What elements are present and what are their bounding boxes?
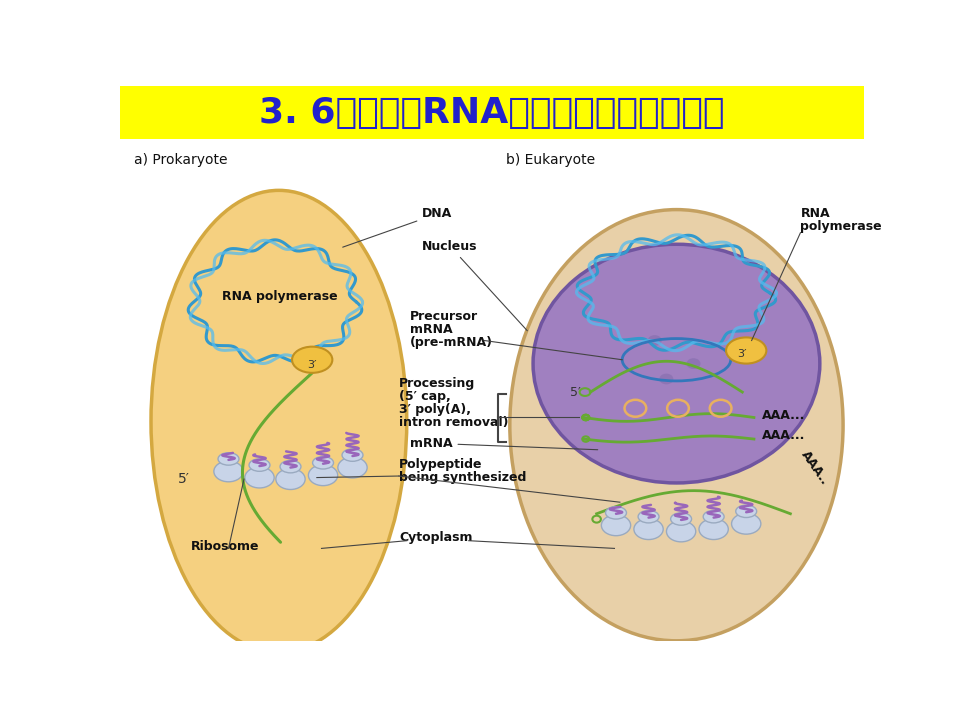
Text: Nucleus: Nucleus bbox=[422, 240, 527, 330]
Ellipse shape bbox=[735, 505, 756, 518]
Text: Ribosome: Ribosome bbox=[190, 540, 259, 553]
Bar bbox=[120, 86, 864, 139]
Text: b) Eukaryote: b) Eukaryote bbox=[506, 153, 595, 166]
Ellipse shape bbox=[699, 518, 729, 539]
Ellipse shape bbox=[703, 510, 724, 523]
Ellipse shape bbox=[634, 518, 663, 539]
Ellipse shape bbox=[601, 515, 631, 536]
Ellipse shape bbox=[151, 190, 407, 652]
Ellipse shape bbox=[292, 346, 332, 373]
Ellipse shape bbox=[313, 456, 333, 469]
Text: mRNA: mRNA bbox=[410, 323, 452, 336]
Ellipse shape bbox=[666, 521, 696, 542]
Text: 3′ poly(A),: 3′ poly(A), bbox=[399, 403, 471, 416]
Text: (pre-mRNA): (pre-mRNA) bbox=[410, 336, 492, 349]
Text: DNA: DNA bbox=[343, 207, 452, 247]
Ellipse shape bbox=[732, 513, 761, 534]
Ellipse shape bbox=[218, 453, 239, 465]
Text: RNA polymerase: RNA polymerase bbox=[223, 290, 338, 303]
Text: RNA: RNA bbox=[801, 207, 830, 220]
Text: mRNA: mRNA bbox=[410, 437, 598, 450]
Text: AAA...: AAA... bbox=[761, 428, 805, 441]
Text: Polypeptide: Polypeptide bbox=[399, 459, 483, 472]
Ellipse shape bbox=[671, 513, 691, 525]
Text: AAA...: AAA... bbox=[761, 410, 805, 423]
Ellipse shape bbox=[533, 244, 820, 483]
Text: polymerase: polymerase bbox=[801, 220, 882, 233]
Ellipse shape bbox=[214, 461, 243, 482]
Text: Cytoplasm: Cytoplasm bbox=[399, 531, 473, 544]
Text: 3. 6原核生物RNA转录与真核生物的比较: 3. 6原核生物RNA转录与真核生物的比较 bbox=[259, 96, 725, 130]
Text: intron removal): intron removal) bbox=[399, 416, 509, 429]
Ellipse shape bbox=[338, 457, 367, 478]
Text: a) Prokaryote: a) Prokaryote bbox=[134, 153, 228, 166]
Text: (5′ cap,: (5′ cap, bbox=[399, 390, 451, 402]
Text: 3′: 3′ bbox=[737, 349, 747, 359]
Ellipse shape bbox=[606, 507, 627, 519]
Text: 3′: 3′ bbox=[307, 360, 317, 370]
Ellipse shape bbox=[638, 510, 659, 523]
Ellipse shape bbox=[726, 338, 766, 364]
Ellipse shape bbox=[249, 459, 270, 472]
Text: Processing: Processing bbox=[399, 377, 475, 390]
Ellipse shape bbox=[510, 210, 843, 641]
Ellipse shape bbox=[276, 469, 305, 490]
Text: AAA..: AAA.. bbox=[798, 448, 831, 487]
Ellipse shape bbox=[686, 359, 701, 369]
Ellipse shape bbox=[660, 374, 673, 384]
Text: being synthesized: being synthesized bbox=[399, 472, 526, 485]
Text: Precursor: Precursor bbox=[410, 310, 478, 323]
Text: 5′: 5′ bbox=[179, 472, 190, 486]
Ellipse shape bbox=[648, 335, 661, 346]
Ellipse shape bbox=[342, 449, 363, 462]
Ellipse shape bbox=[245, 467, 275, 488]
Text: 5′: 5′ bbox=[570, 386, 581, 399]
Ellipse shape bbox=[308, 465, 338, 486]
Ellipse shape bbox=[280, 460, 301, 473]
